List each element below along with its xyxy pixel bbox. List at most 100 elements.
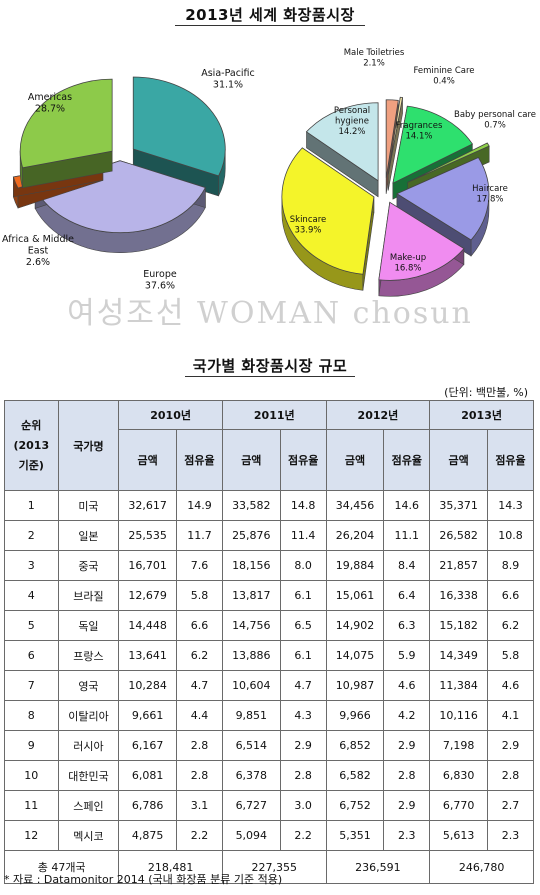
amount-cell: 4,875 <box>118 820 178 851</box>
share-cell: 2.3 <box>487 820 534 851</box>
pie-slice-top <box>385 99 399 178</box>
country-cell: 대한민국 <box>57 760 120 791</box>
amount-cell: 13,641 <box>118 640 178 671</box>
share-cell: 4.1 <box>487 700 534 731</box>
country-cell: 중국 <box>57 550 120 581</box>
table-row: 5 독일 14,448 6.6 14,756 6.5 14,902 6.3 15,182 6.2 <box>4 610 534 641</box>
amount-cell: 6,081 <box>118 760 178 791</box>
amount-cell: 6,770 <box>429 790 489 821</box>
table-row: 10 대한민국 6,081 2.8 6,378 2.8 6,582 2.8 6,830 2.8 <box>4 760 534 791</box>
slice-label-name: Fragrances <box>396 121 443 131</box>
header-year: 2012년 <box>325 400 431 430</box>
share-cell: 2.8 <box>176 760 223 791</box>
slice-label: Haircare 17.8% <box>472 184 508 205</box>
slice-label-value: 2.6% <box>26 257 50 268</box>
slice-label-value: 31.1% <box>213 80 243 91</box>
amount-cell: 10,604 <box>221 670 281 701</box>
pie-slice-top <box>305 102 379 182</box>
share-cell: 2.9 <box>383 790 431 821</box>
pie-slice-top <box>378 201 465 281</box>
share-cell: 3.1 <box>176 790 223 821</box>
slice-label-name: Europe <box>143 269 177 280</box>
table-row: 1 미국 32,617 14.9 33,582 14.8 34,456 14.6 35,371 1… <box>4 490 534 521</box>
table-row: 8 이탈리아 9,661 4.4 9,851 4.3 9,966 4.2 10,116 4.1 <box>4 700 534 731</box>
amount-cell: 34,456 <box>325 490 385 521</box>
table-title: 국가별 화장품시장 규모 <box>0 355 540 377</box>
share-cell: 14.9 <box>176 490 223 521</box>
country-cell: 스페인 <box>57 790 120 821</box>
pie-slice <box>281 147 375 291</box>
category-pie: Male Toiletries 2.1% Feminine Care 0.4% Frag… <box>281 48 536 297</box>
share-cell: 2.9 <box>487 730 534 761</box>
source-note: * 자료 : Datamonitor 2014 (국내 화장품 분류 기준 적용… <box>4 873 283 886</box>
header-share: 점유율 <box>487 429 534 491</box>
amount-cell: 6,167 <box>118 730 178 761</box>
amount-cell: 10,987 <box>325 670 385 701</box>
chart-title: 2013년 세계 화장품시장 <box>0 4 540 26</box>
country-cell: 브라질 <box>57 580 120 611</box>
slice-label: Male Toiletries 2.1% <box>344 48 405 69</box>
amount-cell: 16,338 <box>429 580 489 611</box>
amount-cell: 25,876 <box>221 520 281 551</box>
amount-cell: 35,371 <box>429 490 489 521</box>
share-cell: 7.6 <box>176 550 223 581</box>
rank-cell: 2 <box>4 520 59 551</box>
share-cell: 2.2 <box>279 820 327 851</box>
amount-cell: 6,852 <box>325 730 385 761</box>
share-cell: 6.4 <box>383 580 431 611</box>
amount-cell: 21,857 <box>429 550 489 581</box>
pie-charts: Asia-Pacific 31.1% Europe 37.6% Africa & Mid… <box>2 48 536 297</box>
pie-slice-top <box>387 96 404 175</box>
pie-slice <box>132 76 226 197</box>
table-row: 11 스페인 6,786 3.1 6,727 3.0 6,752 2.9 6,770 2.7 <box>4 790 534 821</box>
slice-label-value: 28.7% <box>35 104 65 115</box>
slice-label-value: 33.9% <box>294 226 321 236</box>
slice-label-name: Feminine Care <box>413 66 474 76</box>
pie-slice-top <box>132 76 226 177</box>
header-share: 점유율 <box>176 429 223 491</box>
share-cell: 4.6 <box>383 670 431 701</box>
rank-cell: 9 <box>4 730 59 761</box>
total-value: 236,591 <box>325 850 431 884</box>
slice-label: Make-up 16.8% <box>390 253 426 274</box>
rank-cell: 12 <box>4 820 59 851</box>
share-cell: 6.6 <box>487 580 534 611</box>
share-cell: 11.1 <box>383 520 431 551</box>
amount-cell: 32,617 <box>118 490 178 521</box>
slice-label: Personal hygiene 14.2% <box>334 106 370 137</box>
total-value: 246,780 <box>429 850 534 884</box>
amount-cell: 9,661 <box>118 700 178 731</box>
slice-label-name: Make-up <box>390 253 426 263</box>
amount-cell: 13,817 <box>221 580 281 611</box>
amount-cell: 7,198 <box>429 730 489 761</box>
table-row: 4 브라질 12,679 5.8 13,817 6.1 15,061 6.4 16,338 6.6 <box>4 580 534 611</box>
amount-cell: 25,535 <box>118 520 178 551</box>
share-cell: 8.0 <box>279 550 327 581</box>
share-cell: 2.9 <box>279 730 327 761</box>
header-rank: 순위 (2013 기준) <box>4 400 59 491</box>
share-cell: 4.7 <box>176 670 223 701</box>
slice-label-value: 14.2% <box>338 127 365 137</box>
slice-label-name: Haircare <box>472 184 508 194</box>
amount-cell: 15,061 <box>325 580 385 611</box>
share-cell: 2.7 <box>487 790 534 821</box>
slice-label-value: 2.1% <box>363 59 385 69</box>
amount-cell: 12,679 <box>118 580 178 611</box>
unit-label: (단위: 백만불, %) <box>444 386 528 399</box>
slice-label: Skincare 33.9% <box>290 215 327 236</box>
table-row: 12 멕시코 4,875 2.2 5,094 2.2 5,351 2.3 5,613 2.3 <box>4 820 534 851</box>
amount-cell: 26,204 <box>325 520 385 551</box>
share-cell: 4.7 <box>279 670 327 701</box>
share-cell: 2.2 <box>176 820 223 851</box>
country-cell: 멕시코 <box>57 820 120 851</box>
rank-cell: 5 <box>4 610 59 641</box>
share-cell: 2.9 <box>383 730 431 761</box>
slice-label-name: Male Toiletries <box>344 48 405 58</box>
amount-cell: 6,378 <box>221 760 281 791</box>
header-year: 2013년 <box>429 400 534 430</box>
share-cell: 6.2 <box>176 640 223 671</box>
rank-cell: 10 <box>4 760 59 791</box>
share-cell: 14.8 <box>279 490 327 521</box>
slice-label-name: Baby personal care <box>454 110 536 120</box>
header-amount: 금액 <box>221 429 281 491</box>
